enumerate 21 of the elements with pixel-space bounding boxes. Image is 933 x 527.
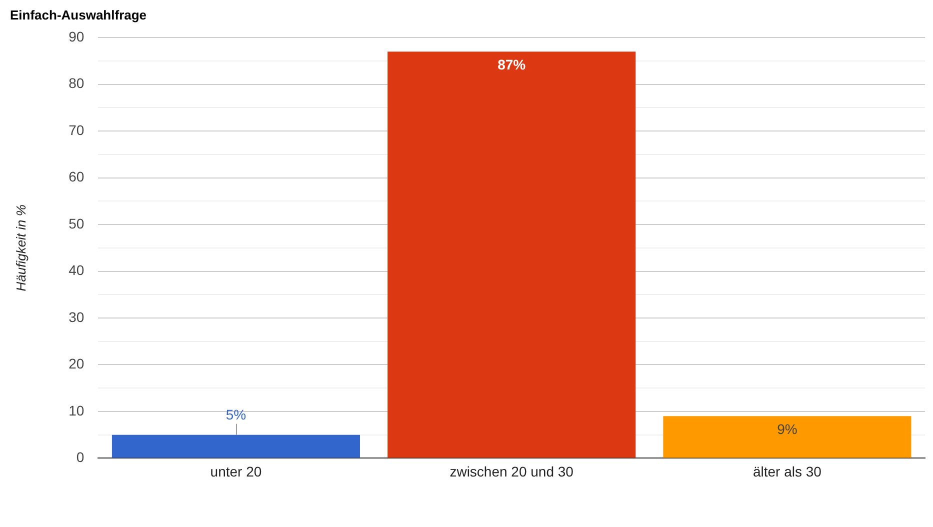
bar [112, 434, 360, 458]
y-tick-label: 10 [68, 402, 84, 418]
y-tick-label: 60 [68, 168, 84, 185]
bar [663, 416, 912, 458]
x-tick-label: unter 20 [210, 463, 262, 480]
bar [388, 52, 636, 458]
data-label: 5% [226, 406, 246, 423]
y-tick-label: 30 [68, 308, 84, 325]
y-tick-label: 0 [76, 449, 84, 466]
y-tick-label: 50 [68, 215, 84, 232]
y-axis-title: Häufigkeit in % [13, 204, 28, 292]
chart-title: Einfach-Auswahlfrage [10, 7, 147, 22]
y-tick-label: 20 [68, 356, 84, 372]
x-tick-label: zwischen 20 und 30 [450, 463, 574, 480]
y-tick-label: 40 [68, 262, 84, 278]
x-tick-label: älter als 30 [752, 463, 822, 480]
data-label: 9% [777, 421, 798, 437]
y-tick-label: 90 [68, 28, 84, 44]
y-tick-label: 70 [68, 122, 84, 138]
y-tick-label: 80 [68, 75, 84, 92]
data-label: 87% [498, 56, 526, 72]
